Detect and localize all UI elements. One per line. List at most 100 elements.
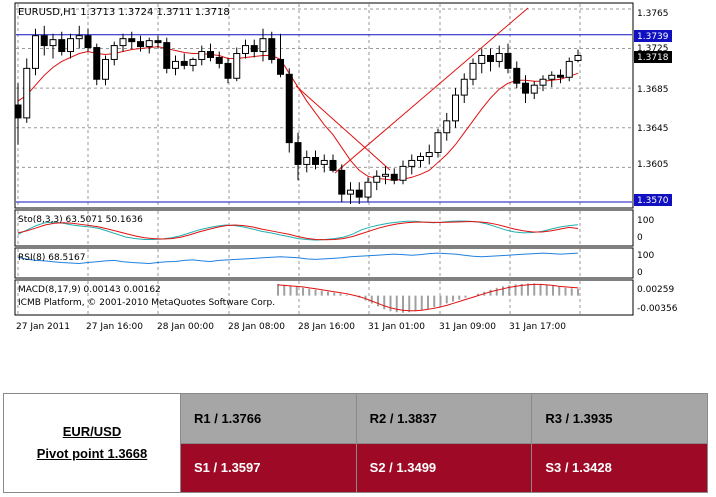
level-tag-lower	[634, 194, 672, 206]
candle-body	[128, 38, 136, 43]
candle-body	[390, 173, 398, 181]
candle-body	[417, 155, 424, 161]
candle-body	[207, 51, 214, 58]
current-price-tag-text: 1.3718	[637, 53, 669, 63]
price-tick: 1.3725	[637, 44, 669, 54]
rsi-label: RSI(8) 68.5167	[18, 253, 85, 263]
candle-body	[399, 165, 407, 181]
candle-body	[452, 94, 459, 122]
rsi-tick: 100	[637, 251, 654, 261]
candle-body	[478, 54, 486, 64]
candle-body	[40, 35, 48, 47]
time-label: 27 Jan 2011	[16, 322, 70, 332]
macd-signal-line	[277, 283, 579, 312]
candle-body	[180, 60, 188, 66]
grid-lines	[16, 4, 632, 314]
candle-body	[460, 78, 468, 96]
candle-body	[338, 169, 346, 195]
time-label: 27 Jan 16:00	[86, 322, 143, 332]
resistance-r3: R3 / 1.3935	[531, 393, 708, 444]
candle-body	[487, 54, 494, 62]
price-tick: 1.3645	[637, 124, 669, 134]
trend-lines	[295, 7, 529, 174]
rsi-line	[17, 252, 579, 265]
pair-label: EUR/USD	[62, 424, 122, 439]
time-label: 31 Jan 09:00	[439, 322, 496, 332]
candle-body	[382, 173, 389, 177]
candle-body	[312, 156, 319, 165]
stoch-label: Sto(8,3,3) 63.5071 50.1636	[18, 215, 143, 225]
candle-body	[294, 142, 302, 165]
candle-body	[268, 38, 276, 60]
candle-body	[539, 78, 547, 86]
candle-body	[513, 67, 521, 84]
macd-pane[interactable]	[14, 279, 634, 316]
candle-body	[110, 45, 118, 60]
time-label: 31 Jan 17:00	[509, 322, 566, 332]
candle-body	[75, 35, 83, 40]
pivot-table: EUR/USD Pivot point 1.3668 R1 / 1.3766 R…	[3, 393, 708, 493]
time-label: 31 Jan 01:00	[368, 322, 425, 332]
candle-body	[154, 40, 162, 44]
candle-body	[189, 58, 197, 66]
rsi-pane[interactable]	[14, 247, 634, 279]
stoch-signal-line	[17, 221, 579, 241]
pivot-header: EUR/USD Pivot point 1.3668	[3, 393, 181, 493]
candle-body	[329, 159, 337, 171]
candle-body	[32, 35, 39, 69]
time-label: 28 Jan 00:00	[157, 322, 214, 332]
trend-line-up	[334, 7, 529, 174]
candle-body	[119, 38, 127, 47]
price-tick: 1.3765	[637, 9, 669, 19]
rsi-line	[17, 252, 579, 265]
rsi-tick: 0	[637, 268, 643, 278]
resistance-r1: R1 / 1.3766	[180, 393, 357, 444]
level-tag-upper-text: 1.3739	[637, 32, 669, 42]
time-label: 28 Jan 08:00	[228, 322, 285, 332]
candle-body	[504, 53, 512, 69]
candle-body	[285, 73, 293, 144]
candle-body	[320, 159, 328, 165]
candle-body	[67, 38, 74, 53]
price-tick: 1.3685	[637, 85, 669, 95]
candle-body	[224, 62, 232, 79]
current-price-tag	[634, 51, 672, 63]
main-pane[interactable]	[14, 2, 634, 209]
stoch-tick: 0	[637, 233, 643, 243]
level-tag-upper	[634, 30, 672, 42]
stoch-tick: 100	[637, 216, 654, 226]
time-label: 28 Jan 16:00	[298, 322, 355, 332]
macd-histogram	[277, 283, 579, 313]
horizontal-levels	[16, 34, 632, 203]
candle-body	[172, 60, 179, 69]
candle-body	[242, 45, 249, 55]
candle-body	[364, 181, 372, 198]
candle-body	[530, 84, 538, 94]
candle-body	[233, 53, 241, 79]
support-s1: S1 / 1.3597	[180, 442, 357, 493]
candle-body	[574, 54, 582, 61]
candle-body	[250, 45, 258, 53]
candle-body	[102, 58, 109, 80]
level-tag-lower-text: 1.3570	[637, 196, 669, 206]
candle-body	[408, 159, 416, 167]
pivot-point-label: Pivot point 1.3668	[36, 446, 148, 461]
macd-label: MACD(8,17,9) 0.00143 0.00162	[18, 285, 161, 295]
candle-body	[23, 67, 31, 119]
candle-body	[303, 156, 311, 165]
candle-body	[93, 47, 101, 80]
candle-body	[215, 56, 223, 64]
candle-body	[137, 41, 144, 48]
macd-tick: -0.00356	[637, 304, 678, 314]
copyright-label: ICMB Platform, © 2001-2010 MetaQuotes So…	[18, 298, 275, 308]
candle-body	[84, 35, 92, 49]
candle-body	[145, 40, 153, 48]
stochastic-lines	[17, 220, 579, 241]
candle-body	[522, 82, 529, 94]
candle-body	[198, 51, 206, 60]
candle-body	[434, 132, 442, 154]
support-s3: S3 / 1.3428	[531, 442, 708, 493]
candle-body	[495, 53, 503, 62]
candle-body	[259, 38, 267, 53]
candle-body	[469, 62, 477, 80]
